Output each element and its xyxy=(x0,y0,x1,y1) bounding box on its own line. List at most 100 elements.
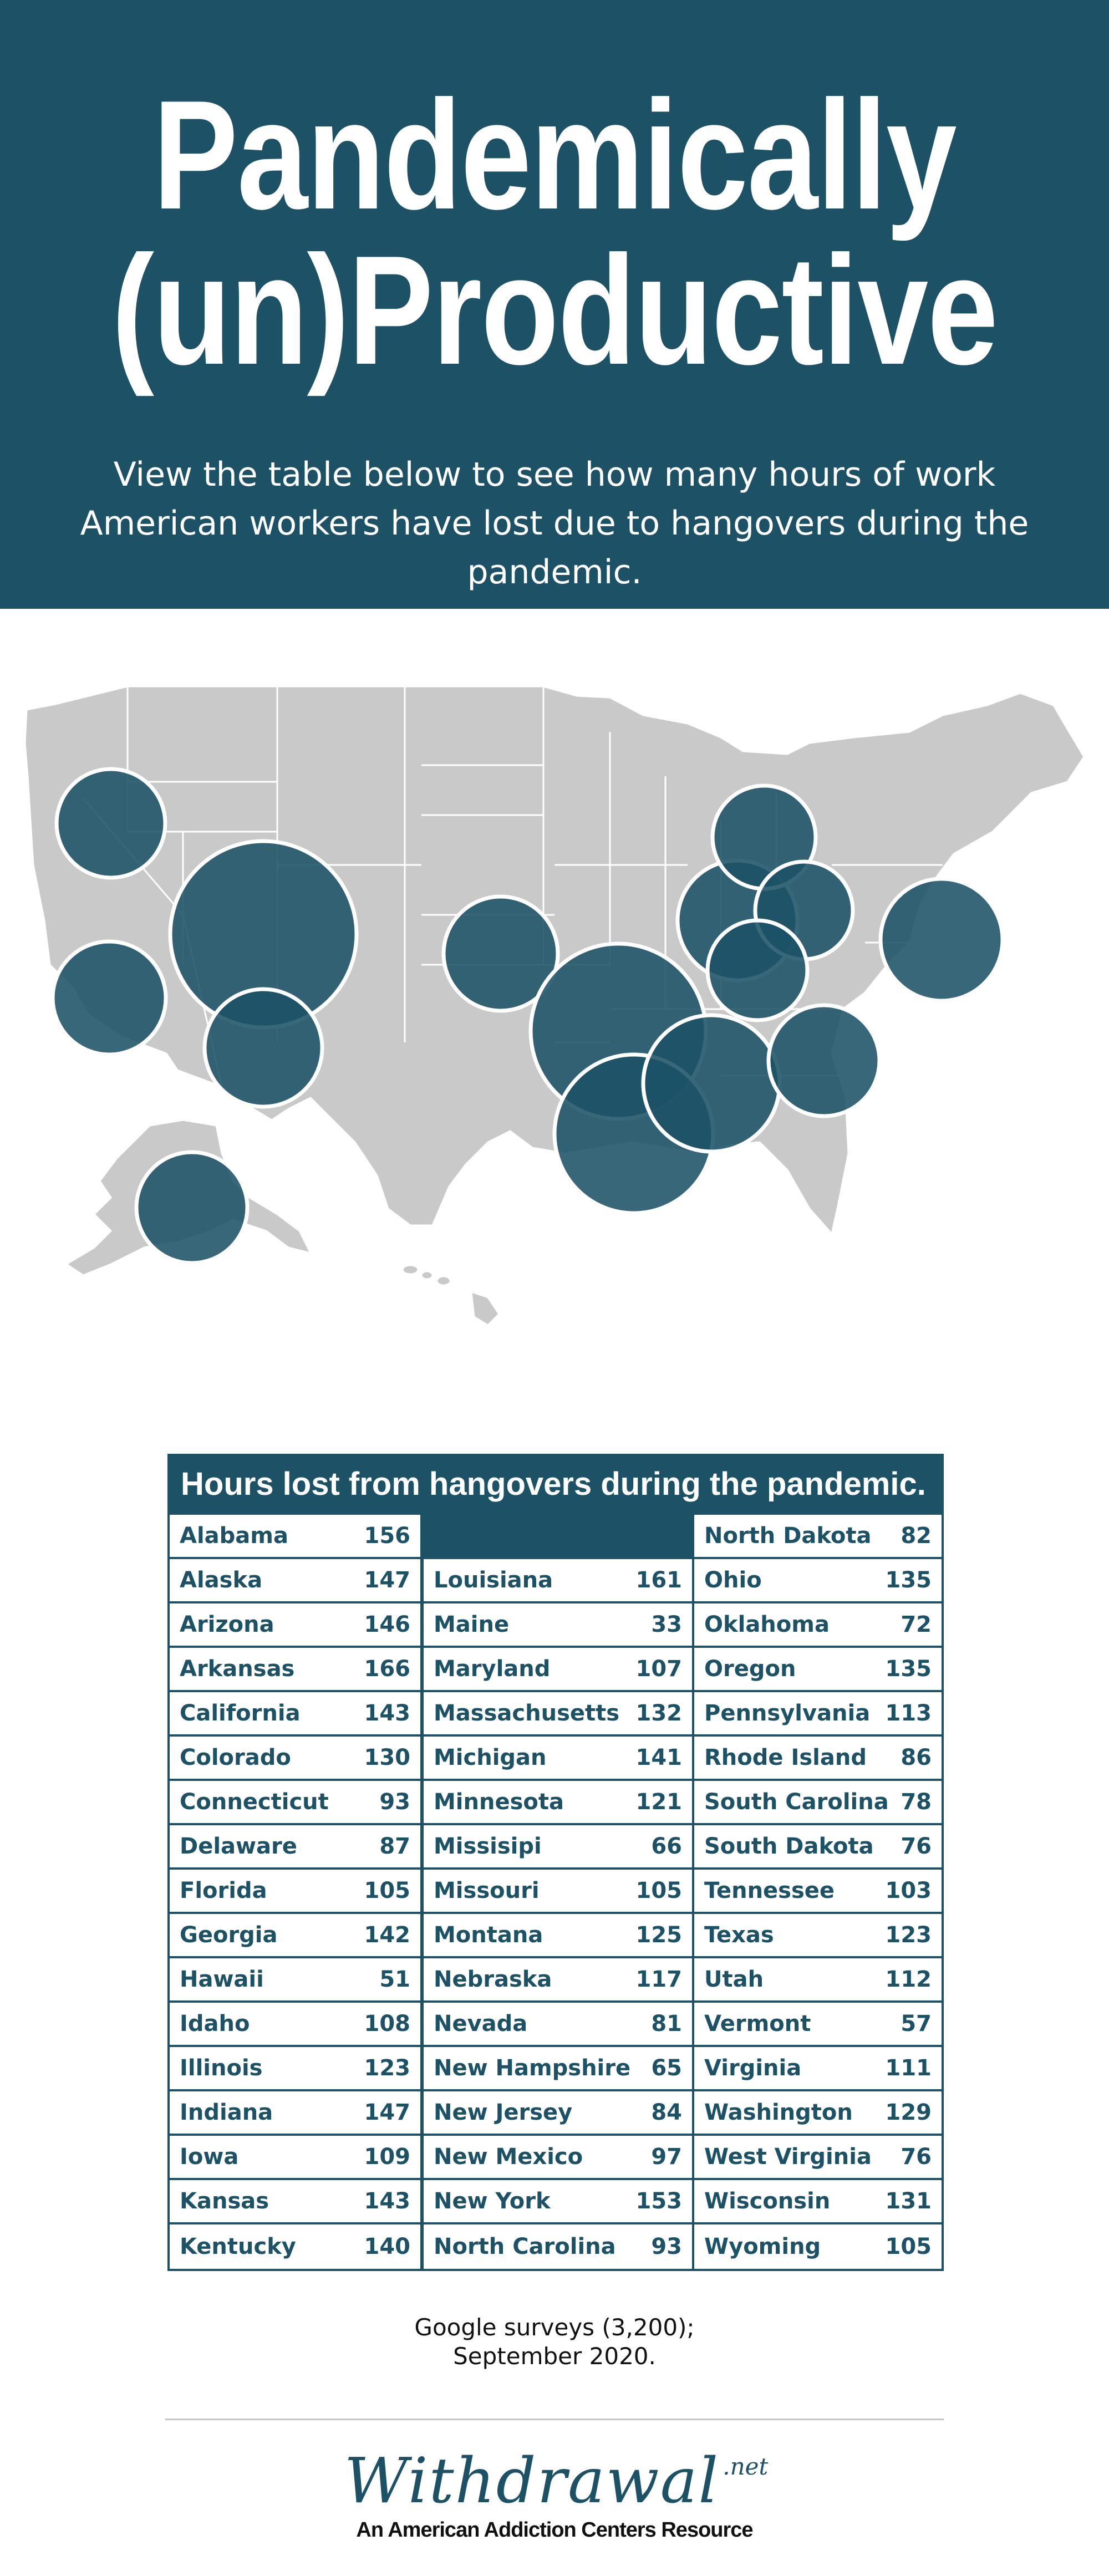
hours-value: 51 xyxy=(379,1967,410,1992)
brand-logo: Withdrawal .net xyxy=(0,2445,1109,2517)
state-name: Utah xyxy=(704,1967,764,1992)
table-row: Michigan 141 xyxy=(424,1737,692,1781)
table-row: Connecticut 93 xyxy=(170,1781,420,1825)
hours-value: 121 xyxy=(635,1789,683,1815)
table-row: Oregon 135 xyxy=(694,1648,942,1692)
hours-value: 78 xyxy=(901,1789,932,1815)
hours-value: 111 xyxy=(885,2055,932,2081)
hawaii-island-3 xyxy=(436,1275,451,1286)
brand-suffix: .net xyxy=(723,2453,769,2480)
state-name: New York xyxy=(434,2188,551,2214)
hours-value: 105 xyxy=(364,1878,411,1903)
hawaii-island-1 xyxy=(401,1264,419,1275)
hours-value: 76 xyxy=(901,1834,932,1859)
hours-value: 135 xyxy=(885,1656,932,1682)
hours-value: 66 xyxy=(651,1834,682,1859)
table-row: Louisiana 161 xyxy=(424,1559,692,1603)
bubble-georgia xyxy=(766,1003,882,1118)
table-row: Utah 112 xyxy=(694,1958,942,2003)
state-name: Wisconsin xyxy=(704,2188,831,2214)
table-row: Pennsylvania 113 xyxy=(694,1692,942,1737)
bubble-kentucky xyxy=(705,918,810,1022)
table-row: New Jersey 84 xyxy=(424,2091,692,2136)
hours-value: 143 xyxy=(364,2188,411,2214)
header-banner: Pandemically (un)Productive View the tab… xyxy=(0,0,1109,609)
hours-value: 125 xyxy=(635,1922,683,1948)
state-name: Texas xyxy=(704,1922,774,1948)
state-name: Rhode Island xyxy=(704,1745,867,1770)
state-name: Wyoming xyxy=(704,2234,821,2259)
hours-value: 109 xyxy=(364,2144,411,2170)
hours-value: 86 xyxy=(901,1745,932,1770)
table-row: Hawaii 51 xyxy=(170,1958,420,2003)
state-name: Kentucky xyxy=(180,2234,296,2259)
table-row: Maine 33 xyxy=(424,1603,692,1648)
table-row: Virginia 111 xyxy=(694,2047,942,2091)
hours-value: 107 xyxy=(635,1656,683,1682)
table-row: Alaska 147 xyxy=(170,1559,420,1603)
hours-value: 87 xyxy=(379,1834,410,1859)
hawaii-island-4 xyxy=(470,1290,500,1326)
table-row: Wyoming 105 xyxy=(694,2224,942,2269)
state-name: Kansas xyxy=(180,2188,269,2214)
bubble-washington xyxy=(54,767,167,880)
table-row: Nevada 81 xyxy=(424,2003,692,2047)
bubble-new-york xyxy=(878,877,1005,1003)
state-name: Louisiana xyxy=(434,1567,553,1593)
hours-value: 72 xyxy=(901,1612,932,1637)
table-row: New Hampshire 65 xyxy=(424,2047,692,2091)
state-name: West Virginia xyxy=(704,2144,872,2170)
state-name: Indiana xyxy=(180,2100,273,2125)
state-name: Vermont xyxy=(704,2011,811,2037)
table-row: Iowa 109 xyxy=(170,2136,420,2180)
state-name: Nebraska xyxy=(434,1967,552,1992)
state-name: Tennessee xyxy=(704,1878,835,1903)
hours-value: 33 xyxy=(651,1612,682,1637)
table-row: Kansas 143 xyxy=(170,2180,420,2224)
table-column-2-header-fill xyxy=(424,1515,692,1559)
state-name: Iowa xyxy=(180,2144,239,2170)
hours-value: 142 xyxy=(364,1922,411,1948)
state-name: Maryland xyxy=(434,1656,551,1682)
state-name: Florida xyxy=(180,1878,267,1903)
state-name: Pennsylvania xyxy=(704,1701,871,1726)
hours-value: 129 xyxy=(885,2100,932,2125)
state-name: Minnesota xyxy=(434,1789,564,1815)
table-row: South Carolina 78 xyxy=(694,1781,942,1825)
hours-value: 147 xyxy=(364,1567,411,1593)
table-row: Tennessee 103 xyxy=(694,1870,942,1914)
state-name: Illinois xyxy=(180,2055,263,2081)
state-name: Montana xyxy=(434,1922,543,1948)
table-row: New York 153 xyxy=(424,2180,692,2224)
state-name: Oregon xyxy=(704,1656,796,1682)
hours-value: 105 xyxy=(885,2234,932,2259)
state-name: California xyxy=(180,1701,301,1726)
table-row: Kentucky 140 xyxy=(170,2224,420,2269)
state-name: Maine xyxy=(434,1612,510,1637)
source-line-1: Google surveys (3,200); xyxy=(414,2314,695,2341)
us-bubble-map xyxy=(24,685,1085,1326)
hours-value: 82 xyxy=(901,1523,932,1549)
hours-value: 108 xyxy=(364,2011,411,2037)
state-name: Delaware xyxy=(180,1834,297,1859)
table-row: Massachusetts 132 xyxy=(424,1692,692,1737)
state-name: New Mexico xyxy=(434,2144,583,2170)
table-row: Maryland 107 xyxy=(424,1648,692,1692)
table-row: Alabama 156 xyxy=(170,1515,420,1559)
hours-value: 147 xyxy=(364,2100,411,2125)
table-row: North Dakota 82 xyxy=(694,1515,942,1559)
state-name: New Hampshire xyxy=(434,2055,631,2081)
hours-value: 141 xyxy=(635,1745,683,1770)
hours-value: 65 xyxy=(651,2055,682,2081)
table-row: West Virginia 76 xyxy=(694,2136,942,2180)
table-row: Minnesota 121 xyxy=(424,1781,692,1825)
state-name: Colorado xyxy=(180,1745,291,1770)
hawaii-island-2 xyxy=(420,1270,434,1280)
state-name: Idaho xyxy=(180,2011,250,2037)
hours-value: 166 xyxy=(364,1656,411,1682)
state-name: North Carolina xyxy=(434,2234,616,2259)
state-name: Alabama xyxy=(180,1523,288,1549)
state-name: South Carolina xyxy=(704,1789,889,1815)
table-row: South Dakota 76 xyxy=(694,1825,942,1870)
hours-value: 146 xyxy=(364,1612,411,1637)
